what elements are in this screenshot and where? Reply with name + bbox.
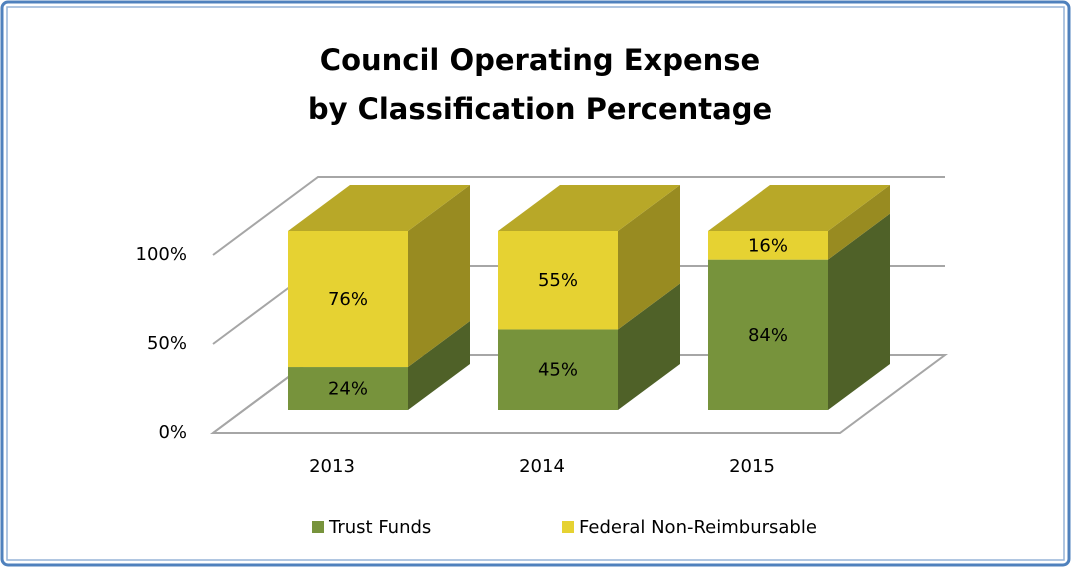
legend-label: Federal Non-Reimbursable: [579, 517, 817, 538]
bar-top: [708, 185, 890, 231]
bar-side: [828, 213, 890, 410]
y-tick-label: 100%: [136, 244, 187, 265]
bar-side: [828, 185, 890, 260]
bar-side: [618, 185, 680, 330]
data-label: 24%: [328, 379, 368, 400]
bar-top: [498, 185, 680, 231]
bar-segment: [708, 231, 828, 260]
bar-top: [288, 185, 470, 231]
inner-border: [6, 6, 1065, 561]
bar-side: [408, 185, 470, 368]
bar-segment: [288, 231, 408, 368]
data-label: 84%: [748, 325, 788, 346]
chart-title: by Classification Percentage: [308, 92, 772, 126]
floor: [209, 354, 949, 434]
data-label: 76%: [328, 289, 368, 310]
y-tick-label: 50%: [147, 333, 187, 354]
legend-swatch: [562, 521, 574, 533]
legend-swatch: [312, 521, 324, 533]
bar-segment: [288, 367, 408, 410]
grid-line: [212, 176, 945, 256]
data-label: 16%: [748, 235, 788, 256]
x-tick-label: 2015: [729, 456, 775, 477]
bar-side: [618, 283, 680, 410]
chart-title: Council Operating Expense: [320, 43, 760, 77]
bar-segment: [708, 259, 828, 410]
data-label: 55%: [538, 270, 578, 291]
legend-label: Trust Funds: [328, 517, 431, 538]
bar-segment: [498, 329, 618, 410]
y-tick-label: 0%: [158, 422, 187, 443]
bar-side: [408, 321, 470, 410]
x-tick-label: 2013: [309, 456, 355, 477]
data-label: 45%: [538, 360, 578, 381]
x-tick-label: 2014: [519, 456, 565, 477]
bar-segment: [498, 231, 618, 330]
